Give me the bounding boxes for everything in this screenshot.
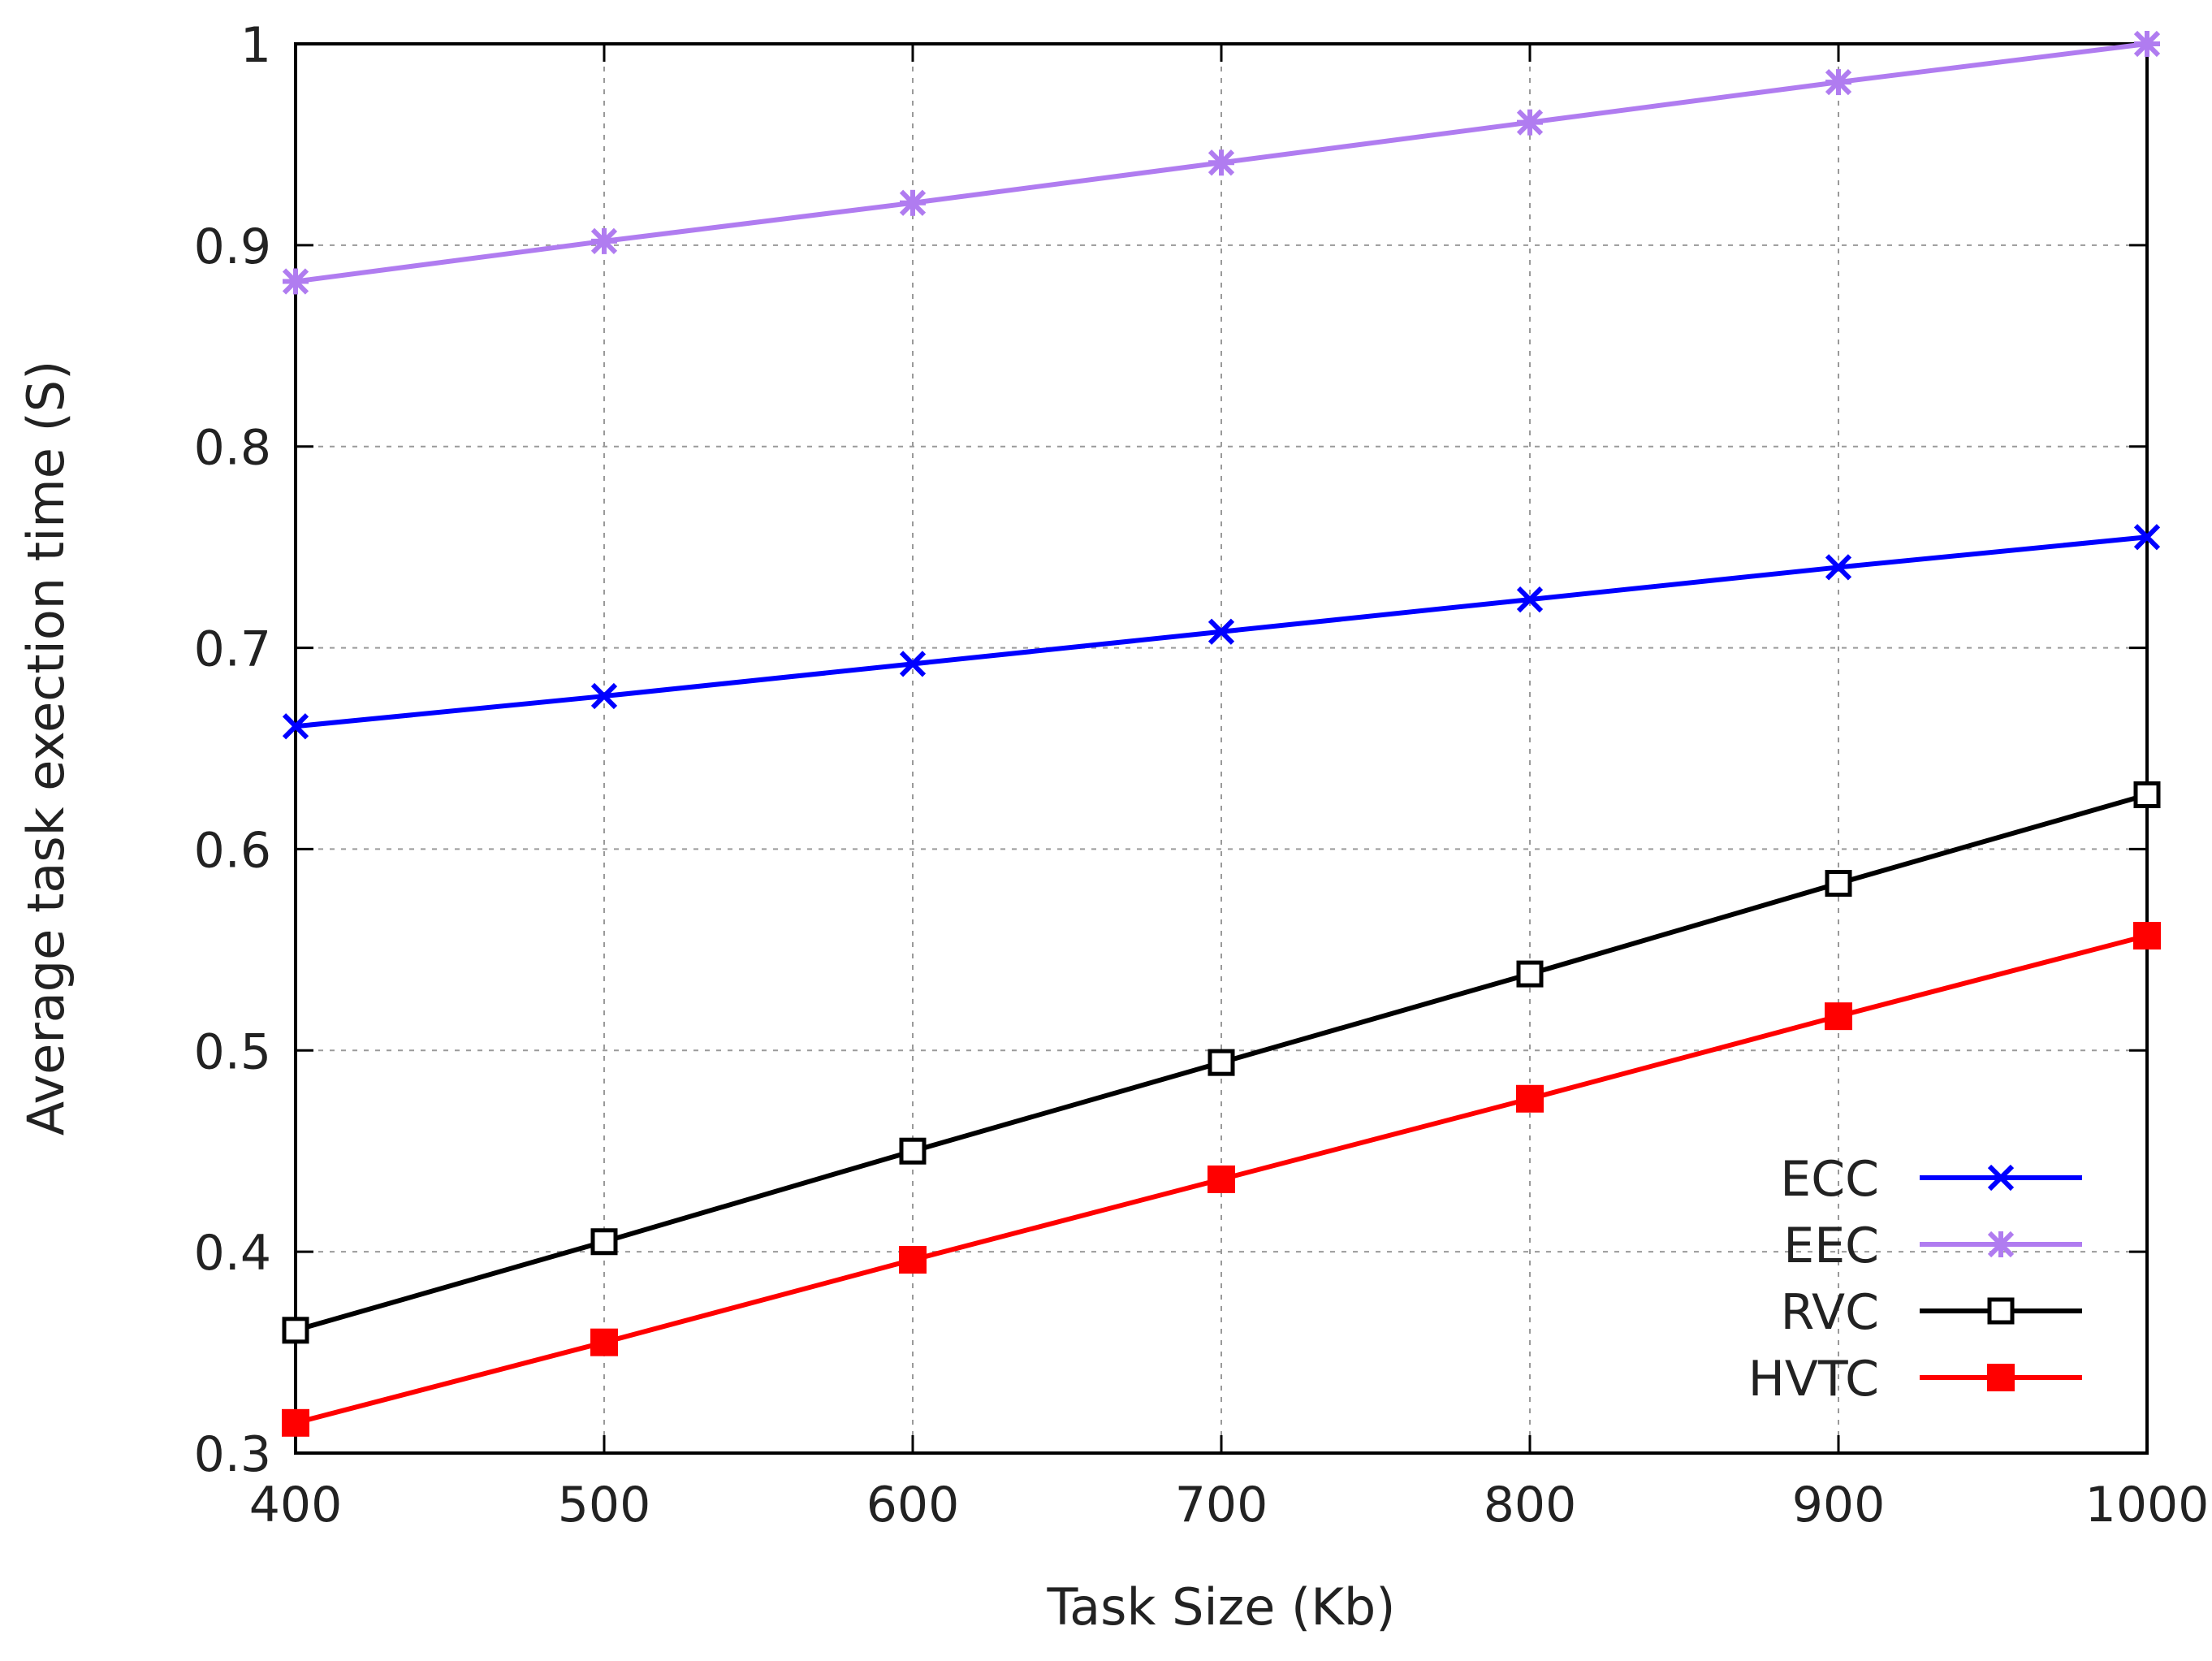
data-point-open-square-marker bbox=[899, 1137, 927, 1165]
x-marker-stroke bbox=[899, 651, 927, 677]
data-point-open-square-marker bbox=[2133, 781, 2161, 809]
data-point-asterisk-marker bbox=[1208, 149, 1235, 176]
y-tick-label: 0.5 bbox=[194, 1023, 271, 1080]
data-point-open-square-marker bbox=[1516, 960, 1544, 988]
y-tick-label: 0.4 bbox=[194, 1225, 271, 1282]
data-point-filled-square-marker bbox=[1208, 1165, 1235, 1193]
legend-label: HVTC bbox=[1748, 1351, 1879, 1408]
data-point-filled-square-marker bbox=[899, 1246, 927, 1274]
legend: ECC EEC RVC HVTC bbox=[1748, 1151, 2082, 1408]
x-tick-label: 1000 bbox=[2085, 1477, 2210, 1533]
x-tick-label: 400 bbox=[249, 1477, 343, 1533]
x-tick-label: 500 bbox=[558, 1477, 651, 1533]
x-marker-stroke bbox=[2133, 524, 2161, 551]
data-point-asterisk-marker bbox=[282, 268, 309, 295]
legend-entry-eec: EEC bbox=[1783, 1218, 2082, 1274]
data-point-open-square-marker bbox=[282, 1317, 309, 1344]
y-tick-label: 0.3 bbox=[194, 1426, 271, 1483]
x-tick-label: 800 bbox=[1484, 1477, 1577, 1533]
x-tick-label: 700 bbox=[1175, 1477, 1268, 1533]
data-point-filled-square-marker bbox=[282, 1408, 309, 1437]
series-rvc bbox=[282, 781, 2161, 1344]
data-point-open-square-marker bbox=[1208, 1049, 1235, 1076]
x-marker-stroke bbox=[1825, 554, 1852, 581]
data-point-open-square-marker bbox=[590, 1228, 618, 1256]
x-tick-label: 600 bbox=[866, 1477, 960, 1533]
x-marker-stroke bbox=[1516, 586, 1544, 613]
data-point-filled-square-marker bbox=[2133, 922, 2161, 950]
legend-label: EEC bbox=[1783, 1218, 1879, 1274]
legend-entry-rvc: RVC bbox=[1781, 1284, 2082, 1341]
data-point-x-marker bbox=[2133, 524, 2161, 551]
x-axis-label: Task Size (Kb) bbox=[1047, 1577, 1396, 1637]
data-point-x-marker bbox=[282, 713, 309, 740]
data-point-asterisk-marker bbox=[1516, 109, 1544, 136]
data-point-x-marker bbox=[1825, 554, 1852, 581]
y-tick-label: 0.6 bbox=[194, 822, 271, 879]
series-eec bbox=[282, 30, 2161, 295]
data-point-open-square-marker bbox=[1825, 870, 1852, 898]
data-point-filled-square-marker bbox=[1825, 1002, 1852, 1031]
axis-ticks: 0.3 0.4 0.5 0.6 0.7 0.8 0.9 1 400 500 600 700 800 900… bbox=[194, 17, 2210, 1533]
data-point-open-square-marker bbox=[1987, 1297, 2015, 1325]
x-marker-stroke bbox=[282, 713, 309, 740]
data-point-x-marker bbox=[1516, 586, 1544, 613]
x-marker-stroke bbox=[590, 682, 618, 710]
series-group bbox=[282, 30, 2161, 1437]
legend-label: RVC bbox=[1781, 1284, 1879, 1341]
data-point-x-marker bbox=[590, 682, 618, 710]
y-tick-label: 0.7 bbox=[194, 621, 271, 678]
y-tick-label: 0.9 bbox=[194, 218, 271, 275]
series-hvtc bbox=[282, 922, 2161, 1437]
data-point-asterisk-marker bbox=[2133, 30, 2161, 58]
legend-entry-ecc: ECC bbox=[1780, 1151, 2082, 1208]
data-point-filled-square-marker bbox=[1516, 1084, 1544, 1113]
x-marker-stroke bbox=[1987, 1164, 2015, 1192]
legend-label: ECC bbox=[1780, 1151, 1879, 1208]
y-axis-label: Average task exection time (S) bbox=[16, 361, 76, 1136]
data-point-asterisk-marker bbox=[1987, 1231, 2015, 1258]
data-point-x-marker bbox=[899, 651, 927, 677]
data-point-filled-square-marker bbox=[1987, 1364, 2015, 1391]
legend-entry-hvtc: HVTC bbox=[1748, 1351, 2082, 1408]
data-point-asterisk-marker bbox=[899, 189, 927, 216]
x-tick-label: 900 bbox=[1792, 1477, 1886, 1533]
y-tick-label: 1 bbox=[240, 17, 271, 74]
data-point-x-marker bbox=[1208, 618, 1235, 645]
data-point-asterisk-marker bbox=[590, 227, 618, 255]
data-point-filled-square-marker bbox=[590, 1328, 618, 1356]
y-tick-label: 0.8 bbox=[194, 420, 271, 477]
x-marker-stroke bbox=[1208, 618, 1235, 645]
series-ecc bbox=[282, 524, 2161, 740]
data-point-asterisk-marker bbox=[1825, 68, 1852, 96]
data-point-x-marker bbox=[1987, 1164, 2015, 1192]
